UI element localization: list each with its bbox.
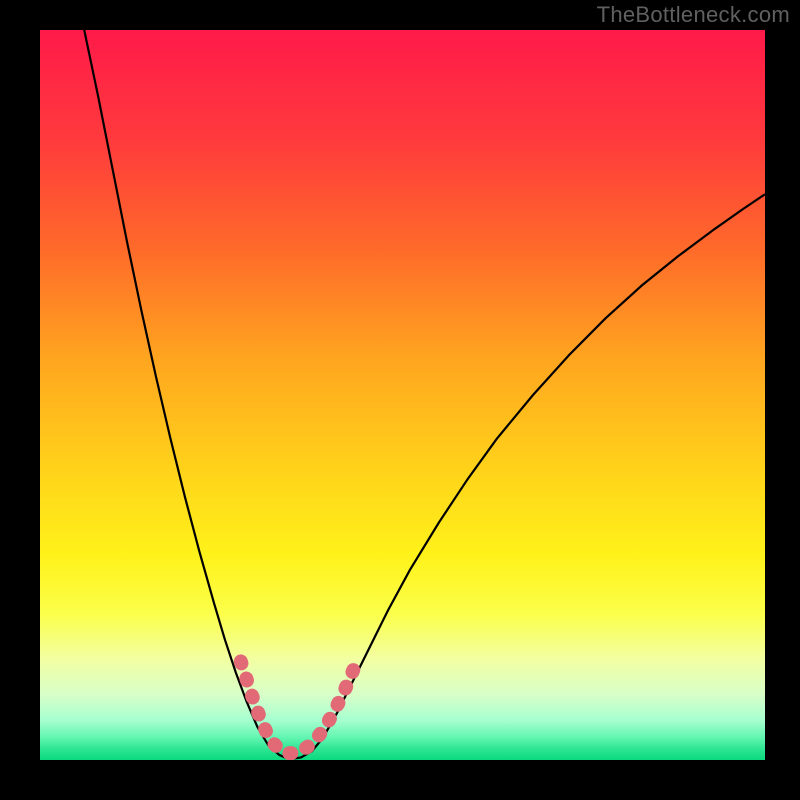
chart-canvas: TheBottleneck.com <box>0 0 800 800</box>
watermark-label: TheBottleneck.com <box>597 2 790 28</box>
plot-area <box>40 30 765 760</box>
gradient-background <box>40 30 765 760</box>
